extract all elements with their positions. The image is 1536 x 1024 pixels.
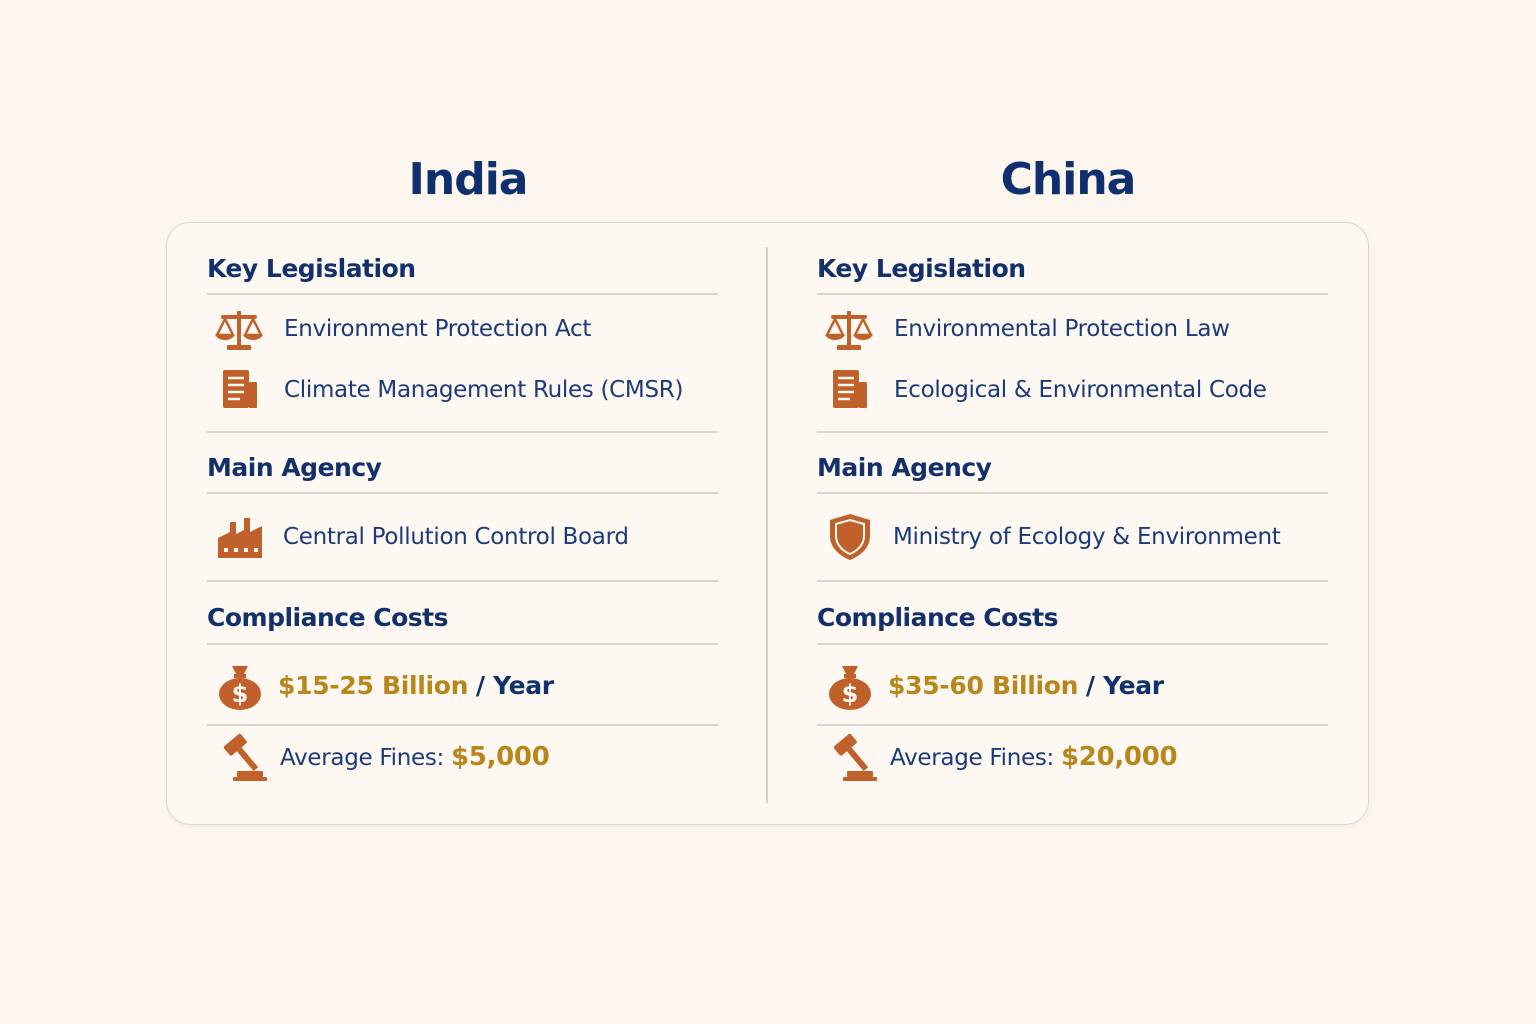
separator [207, 293, 718, 295]
legislation-item: Ecological & Environmental Code [894, 377, 1267, 403]
icon [213, 364, 265, 416]
legislation-item: Climate Management Rules (CMSR) [284, 377, 684, 403]
fines-label: Average Fines: [890, 745, 1054, 771]
shield-icon [830, 514, 870, 560]
section-heading: Compliance Costs [817, 603, 1059, 632]
icon [215, 731, 267, 783]
separator [207, 643, 718, 645]
section-heading: Main Agency [817, 453, 992, 482]
separator [207, 431, 718, 433]
agency-name: Ministry of Ecology & Environment [893, 524, 1281, 550]
icon: $ [214, 660, 266, 712]
gavel-icon [833, 733, 877, 781]
section-heading: Main Agency [207, 453, 382, 482]
cost-row: $35-60 Billion / Year [888, 668, 1164, 704]
agency-name: Central Pollution Control Board [283, 524, 629, 550]
separator [207, 724, 718, 726]
column-title: China [1000, 154, 1137, 205]
factory-icon [218, 518, 262, 558]
cost-amount: $35-60 Billion [888, 671, 1079, 700]
icon [214, 510, 266, 562]
cost-amount: $15-25 Billion [278, 671, 469, 700]
fines-amount: $20,000 [1060, 742, 1178, 772]
icon [213, 303, 265, 355]
column-title: India [408, 154, 529, 205]
separator [817, 431, 1328, 433]
icon [823, 303, 875, 355]
svg-text:$: $ [842, 680, 859, 708]
separator [817, 492, 1328, 494]
cost-unit: / Year [1085, 671, 1164, 700]
doc-icon [223, 370, 257, 408]
legislation-item: Environmental Protection Law [894, 316, 1230, 342]
fines-label: Average Fines: [280, 745, 444, 771]
icon [823, 364, 875, 416]
fines-row: Average Fines: $5,000 [280, 739, 550, 775]
separator [817, 293, 1328, 295]
scales-icon [214, 311, 264, 350]
separator [817, 580, 1328, 582]
legislation-item: Environment Protection Act [284, 316, 592, 342]
bag-icon: $ [219, 666, 261, 710]
icon [825, 731, 877, 783]
column-divider [766, 247, 768, 803]
section-heading: Key Legislation [207, 254, 416, 283]
separator [207, 580, 718, 582]
scales-icon [824, 311, 874, 350]
section-heading: Key Legislation [817, 254, 1026, 283]
section-heading: Compliance Costs [207, 603, 449, 632]
fines-amount: $5,000 [450, 742, 550, 772]
cost-unit: / Year [475, 671, 554, 700]
separator [817, 643, 1328, 645]
separator [817, 724, 1328, 726]
fines-row: Average Fines: $20,000 [890, 739, 1178, 775]
gavel-icon [223, 733, 267, 781]
cost-row: $15-25 Billion / Year [278, 668, 554, 704]
separator [207, 492, 718, 494]
bag-icon: $ [829, 666, 871, 710]
icon: $ [824, 660, 876, 712]
svg-text:$: $ [232, 680, 249, 708]
doc-icon [833, 370, 867, 408]
icon [824, 510, 876, 562]
